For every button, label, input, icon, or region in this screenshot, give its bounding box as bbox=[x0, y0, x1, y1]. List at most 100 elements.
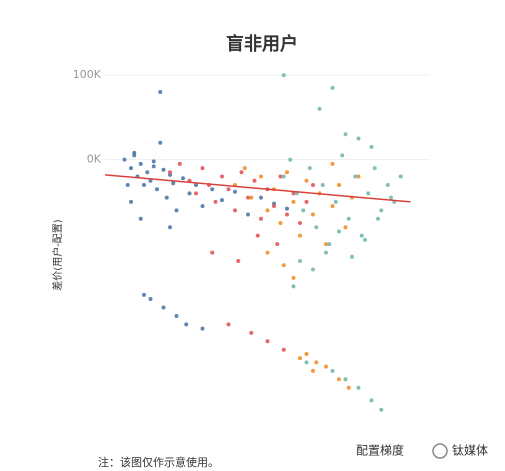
point bbox=[304, 178, 309, 183]
point bbox=[174, 208, 179, 213]
point bbox=[330, 368, 335, 373]
point bbox=[291, 191, 296, 196]
point bbox=[236, 259, 241, 264]
point bbox=[226, 187, 231, 192]
point bbox=[246, 195, 250, 200]
point bbox=[281, 174, 286, 179]
y-tick-label: 0K bbox=[87, 153, 102, 166]
point bbox=[291, 275, 296, 280]
point bbox=[129, 199, 133, 204]
point bbox=[298, 259, 302, 264]
point bbox=[324, 364, 328, 369]
point bbox=[259, 174, 263, 179]
point bbox=[145, 170, 150, 175]
point bbox=[311, 212, 315, 217]
point bbox=[337, 377, 341, 382]
point bbox=[239, 170, 244, 175]
point bbox=[138, 161, 143, 166]
point bbox=[168, 170, 172, 175]
point bbox=[311, 182, 315, 187]
point bbox=[278, 174, 283, 179]
point bbox=[311, 267, 315, 272]
point bbox=[314, 225, 319, 230]
point bbox=[252, 178, 257, 183]
point bbox=[177, 161, 182, 166]
point bbox=[213, 199, 218, 204]
point bbox=[346, 385, 351, 390]
point bbox=[285, 212, 289, 217]
point bbox=[272, 204, 276, 209]
point bbox=[320, 182, 325, 187]
point bbox=[233, 208, 237, 213]
point bbox=[161, 167, 166, 172]
point bbox=[226, 322, 231, 327]
point bbox=[246, 212, 250, 217]
point bbox=[281, 263, 286, 268]
point bbox=[210, 250, 215, 255]
point bbox=[291, 199, 296, 204]
point bbox=[298, 356, 302, 361]
point bbox=[298, 220, 302, 225]
point bbox=[311, 368, 315, 373]
point bbox=[187, 191, 192, 196]
y-tick-label: 100K bbox=[73, 68, 102, 81]
point bbox=[275, 242, 280, 247]
point bbox=[343, 377, 348, 382]
point bbox=[255, 233, 260, 238]
point bbox=[330, 161, 335, 166]
point bbox=[298, 233, 302, 238]
point bbox=[324, 242, 328, 247]
point bbox=[366, 191, 371, 196]
watermark: 钛媒体 bbox=[452, 443, 488, 458]
point bbox=[324, 250, 328, 255]
point bbox=[330, 85, 335, 90]
x-axis-label: 配置梯度 bbox=[356, 443, 404, 458]
point bbox=[200, 326, 205, 331]
note: 注：该图仅作示意使用。 bbox=[98, 455, 219, 469]
point bbox=[161, 305, 166, 310]
point bbox=[327, 242, 332, 247]
point bbox=[356, 174, 361, 179]
point bbox=[304, 360, 309, 365]
point bbox=[210, 187, 215, 192]
point bbox=[142, 292, 146, 297]
point bbox=[356, 385, 361, 390]
point bbox=[350, 254, 354, 259]
point bbox=[307, 166, 312, 171]
point bbox=[337, 229, 341, 234]
point bbox=[148, 297, 153, 302]
point bbox=[343, 132, 348, 137]
point bbox=[125, 182, 130, 187]
point bbox=[288, 157, 293, 162]
point bbox=[353, 174, 358, 179]
point bbox=[291, 284, 296, 289]
point bbox=[148, 178, 153, 183]
point bbox=[285, 170, 289, 175]
point bbox=[265, 208, 270, 213]
point bbox=[285, 206, 289, 211]
point bbox=[281, 347, 286, 352]
point bbox=[330, 204, 335, 209]
point bbox=[259, 195, 263, 200]
point bbox=[168, 225, 172, 230]
point bbox=[265, 250, 270, 255]
point bbox=[249, 330, 254, 335]
point bbox=[142, 182, 146, 187]
point bbox=[200, 204, 205, 209]
point bbox=[138, 216, 143, 221]
point bbox=[259, 216, 263, 221]
point bbox=[151, 159, 156, 164]
point bbox=[314, 360, 319, 365]
point bbox=[359, 233, 364, 238]
point bbox=[184, 322, 189, 327]
point bbox=[158, 140, 163, 145]
point bbox=[363, 237, 367, 242]
point bbox=[301, 208, 306, 213]
point bbox=[233, 189, 237, 194]
point bbox=[281, 73, 286, 78]
point bbox=[398, 174, 403, 179]
point bbox=[220, 174, 224, 179]
point bbox=[304, 199, 309, 204]
point bbox=[369, 144, 374, 149]
